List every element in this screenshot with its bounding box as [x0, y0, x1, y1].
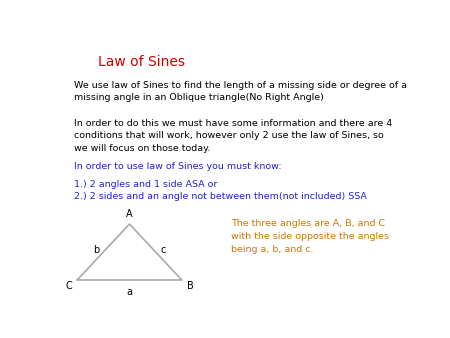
Text: The three angles are A, B, and C
with the side opposite the angles
being a, b, a: The three angles are A, B, and C with th…	[230, 219, 389, 254]
Text: In order to use law of Sines you must know:: In order to use law of Sines you must kn…	[74, 162, 281, 171]
Text: C: C	[65, 281, 72, 291]
Text: Law of Sines: Law of Sines	[98, 55, 185, 69]
Text: c: c	[161, 245, 166, 255]
Text: We use law of Sines to find the length of a missing side or degree of a
missing : We use law of Sines to find the length o…	[74, 81, 407, 102]
Text: b: b	[94, 245, 100, 255]
Text: a: a	[126, 287, 132, 296]
Text: A: A	[126, 209, 133, 219]
Text: In order to do this we must have some information and there are 4
conditions tha: In order to do this we must have some in…	[74, 119, 392, 153]
Text: 1.) 2 angles and 1 side ASA or
2.) 2 sides and an angle not between them(not inc: 1.) 2 angles and 1 side ASA or 2.) 2 sid…	[74, 180, 367, 201]
Text: B: B	[187, 281, 194, 291]
